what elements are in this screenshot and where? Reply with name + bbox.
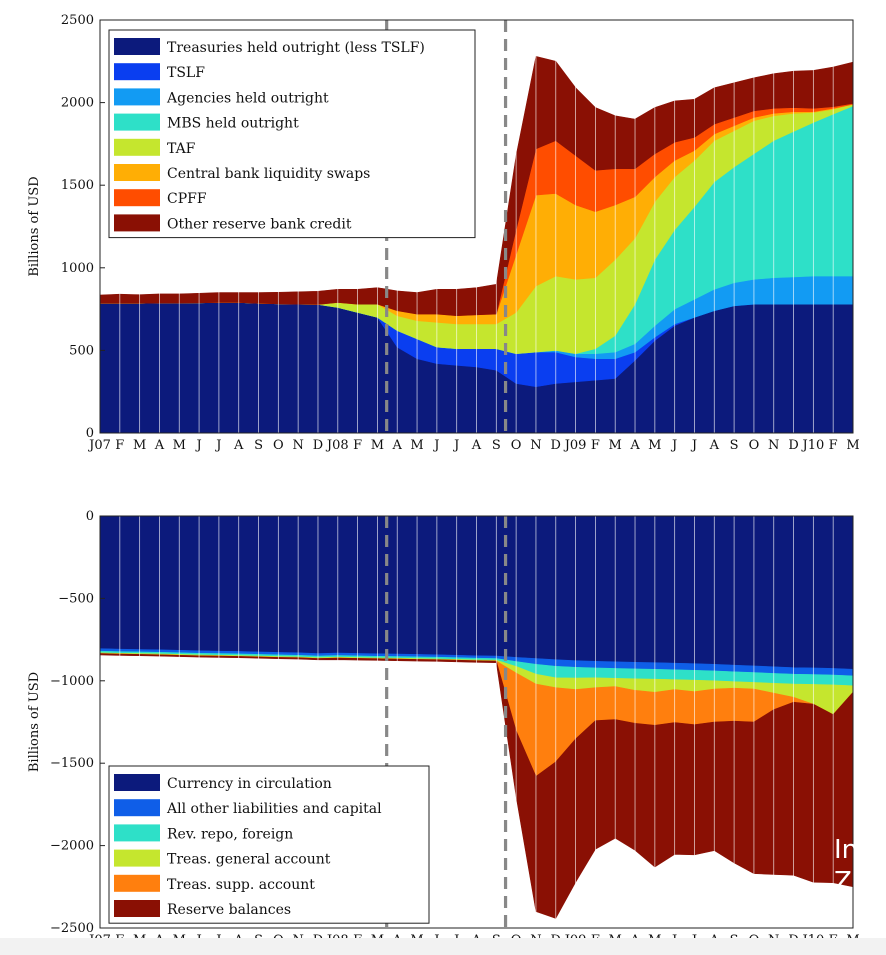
x-tick-label: J [194,438,201,453]
x-tick-label: D [313,438,323,453]
legend-label: Reserve balances [167,902,291,918]
x-tick-label: M [371,438,384,453]
x-tick-label: D [551,438,561,453]
assets-y-axis-label: Billions of USD [27,176,42,276]
liabilities-y-axis-label: Billions of USD [27,672,42,772]
y-tick-label: −1500 [50,756,94,771]
x-tick-label: N [530,438,541,453]
x-tick-label: A [154,438,165,453]
x-tick-label: J [452,438,459,453]
x-tick-label: A [471,438,482,453]
x-tick-label: J [432,438,439,453]
x-tick-label: A [233,438,244,453]
x-tick-label: M [410,438,423,453]
x-tick-label: A [629,438,640,453]
x-tick-label: S [730,438,739,453]
x-tick-label: D [788,438,798,453]
legend-swatch [114,849,160,867]
video-overlay-watermark: In Z [834,835,858,897]
legend-swatch [114,799,160,817]
overlay-glyph: In [834,835,858,865]
y-tick-label: 0 [86,426,94,441]
legend-label: CPFF [167,191,207,207]
x-tick-label: S [492,438,501,453]
legend-swatch [114,189,160,207]
liabilities-chart: 0−500−1000−1500−2000−2500 J07FMAMJJASOND… [27,509,860,948]
y-tick-label: −1000 [50,674,94,689]
y-tick-label: −2000 [50,839,94,854]
legend-label: Other reserve bank credit [167,216,352,232]
legend-box [108,765,430,924]
assets-legend: Treasuries held outright (less TSLF) TSLF… [108,29,476,239]
x-tick-label: J [670,438,677,453]
legend-box [108,29,476,239]
y-tick-label: 1000 [61,261,94,276]
legend-swatch [114,900,160,917]
x-tick-label: J10 [800,438,824,453]
assets-y-ticks: 0 500 1000 1500 2000 2500 [61,13,105,441]
legend-label: Central bank liquidity swaps [167,166,370,182]
x-tick-label: J07 [87,438,111,453]
x-tick-label: M [846,438,859,453]
bottom-strip [0,938,886,955]
legend-swatch [114,88,160,106]
legend-label: Treasuries held outright (less TSLF) [167,40,425,56]
legend-label: Rev. repo, foreign [167,826,293,842]
x-tick-label: J [214,438,221,453]
legend-label: Agencies held outright [166,90,329,106]
y-tick-label: −2500 [50,921,94,936]
legend-label: TSLF [167,65,205,81]
assets-plot-frame [99,19,854,434]
x-tick-label: O [511,438,522,453]
legend-swatch [114,874,160,892]
x-tick-label: J09 [563,438,587,453]
y-tick-label: 2000 [61,96,94,111]
y-tick-label: 2500 [61,13,94,28]
x-tick-label: J [690,438,697,453]
legend-label: All other liabilities and capital [166,801,382,817]
legend-swatch [114,774,160,791]
x-tick-label: F [591,438,600,453]
x-tick-label: A [392,438,403,453]
x-tick-label: M [173,438,186,453]
legend-swatch [114,164,160,181]
legend-label: MBS held outright [167,116,299,132]
legend-swatch [114,824,160,842]
legend-swatch [114,38,160,55]
y-tick-label: 500 [69,343,94,358]
x-tick-label: F [829,438,838,453]
legend-label: Treas. supp. account [167,877,315,893]
x-tick-label: F [115,438,124,453]
x-tick-label: O [749,438,760,453]
assets-x-ticks: J07 F M A M J J A S O N D J08 F M A M J J A S O N D J09 F M A M J J A S O… [87,438,860,453]
x-tick-label: M [648,438,661,453]
legend-label: Treas. general account [167,852,331,868]
legend-swatch [114,113,160,131]
liabilities-y-ticks: 0 −500 −1000 −1500 −2000 −2500 [50,509,105,936]
y-tick-label: −500 [58,591,94,606]
legend-swatch [114,214,160,232]
x-tick-label: M [609,438,622,453]
legend-label: Currency in circulation [167,776,332,792]
liabilities-plot-frame [99,515,854,929]
x-tick-label: A [709,438,720,453]
legend-swatch [114,138,160,156]
y-tick-label: 1500 [61,178,94,193]
x-tick-label: N [292,438,303,453]
x-tick-label: F [353,438,362,453]
legend-swatch [114,63,160,81]
x-tick-label: S [254,438,263,453]
x-tick-label: O [273,438,284,453]
overlay-glyph: Z [834,867,852,897]
x-tick-label: J08 [325,438,349,453]
x-tick-label: M [133,438,146,453]
legend-label: TAF [167,141,196,157]
liabilities-legend: Currency in circulation All other liabili… [108,765,430,924]
y-tick-label: 0 [86,509,94,524]
x-tick-label: N [768,438,779,453]
